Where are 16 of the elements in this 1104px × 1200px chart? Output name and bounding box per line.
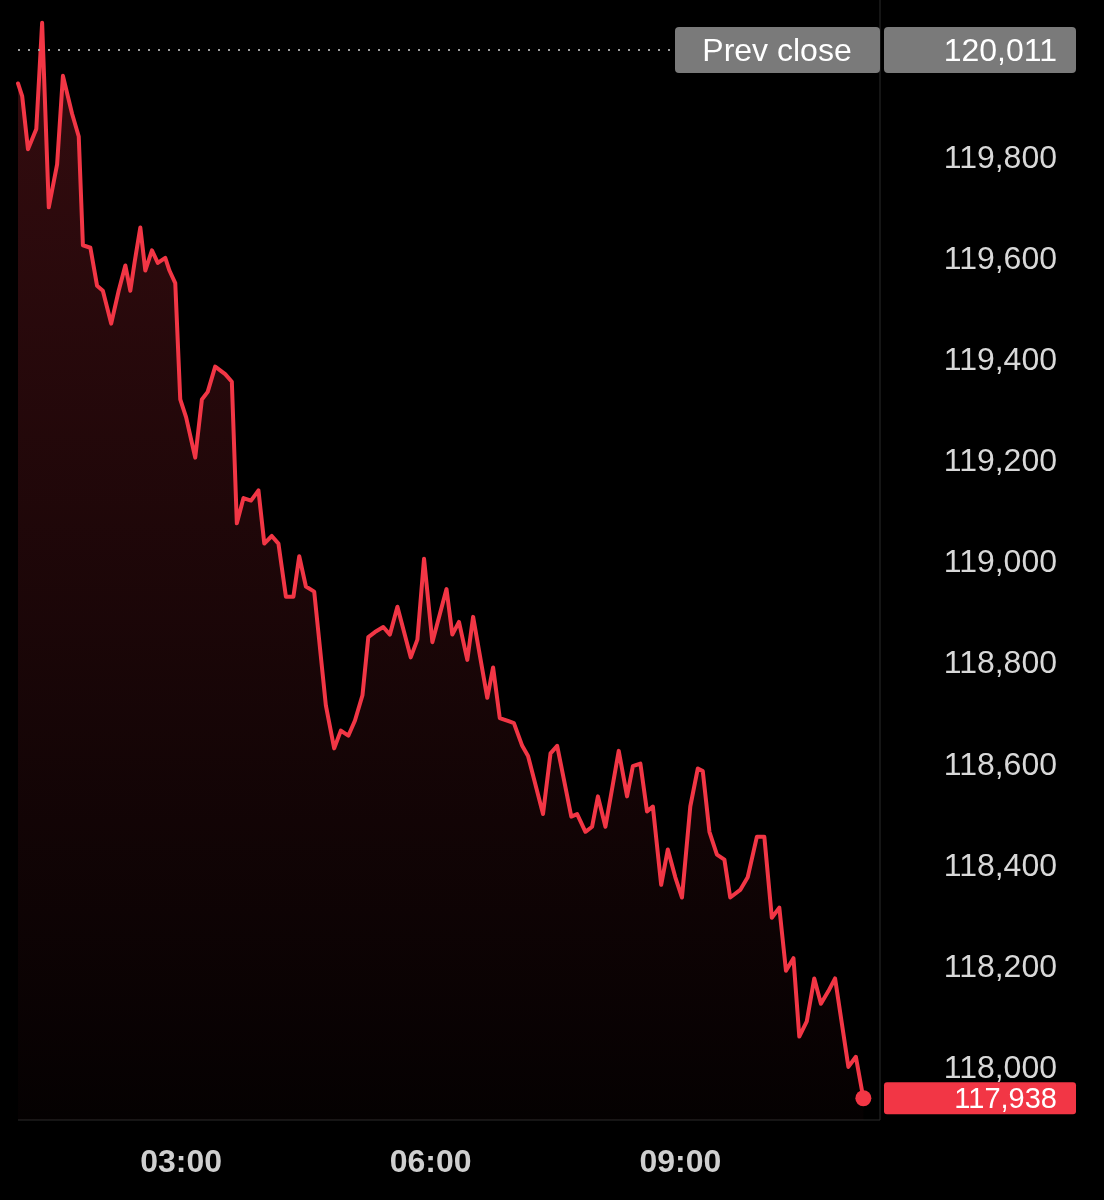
y-tick-label: 119,800 <box>943 138 1057 175</box>
y-tick-label: 119,400 <box>943 341 1057 378</box>
y-tick-label: 118,600 <box>943 745 1057 782</box>
y-tick-label: 118,400 <box>943 846 1057 883</box>
y-tick-label: 119,200 <box>943 442 1057 479</box>
text: 120,011 <box>943 32 1057 69</box>
ref-line-label: Prev close <box>702 32 852 69</box>
x-tick-label: 09:00 <box>639 1143 722 1179</box>
text: 117,938 <box>954 1082 1057 1115</box>
y-tick-label: 118,800 <box>943 644 1057 681</box>
y-tick-label: 119,600 <box>943 239 1057 276</box>
y-tick-label: 118,200 <box>943 947 1057 984</box>
y-tick-label: 119,000 <box>943 543 1057 580</box>
y-tick-label: 118,000 <box>943 1048 1057 1085</box>
x-tick-label: 03:00 <box>140 1143 222 1179</box>
x-tick-label: 06:00 <box>389 1143 472 1179</box>
